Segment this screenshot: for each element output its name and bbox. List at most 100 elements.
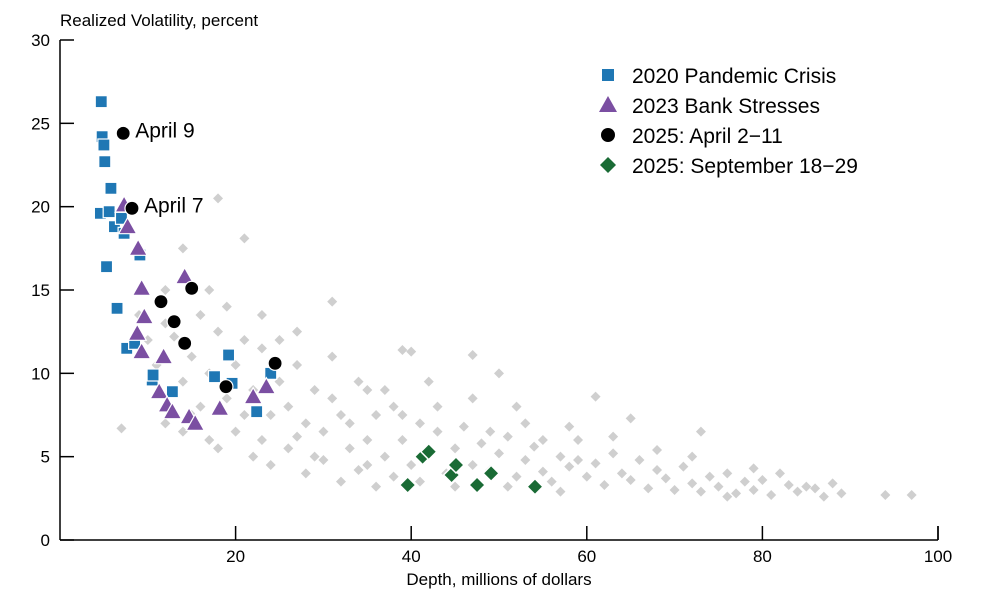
background-point (318, 455, 329, 465)
background-point (722, 491, 733, 502)
y-tick-label: 20 (31, 198, 50, 217)
background-point (599, 480, 610, 490)
series-0-point (250, 405, 264, 419)
background-point (283, 443, 294, 454)
y-tick-label: 25 (31, 114, 50, 133)
background-point (344, 443, 355, 454)
series-1-point (127, 323, 148, 341)
series-1-point (256, 376, 277, 395)
series-0-point (110, 301, 124, 315)
series-0-point (146, 368, 160, 382)
background-point (186, 351, 197, 362)
x-tick-label: 80 (753, 547, 772, 566)
background-point (634, 455, 645, 465)
background-point (388, 471, 399, 482)
background-point (739, 476, 750, 487)
series-2-point (115, 125, 131, 141)
series-1-point (134, 306, 155, 325)
background-point (818, 491, 829, 502)
background-point (414, 418, 425, 429)
background-point (450, 481, 461, 492)
background-point (292, 360, 303, 370)
background-point (520, 418, 531, 429)
background-point (213, 326, 224, 337)
y-tick-label: 30 (31, 31, 50, 50)
background-point (292, 431, 303, 442)
background-point (300, 418, 311, 429)
background-point (608, 431, 619, 442)
background-point (204, 435, 215, 445)
series-0-point (94, 95, 108, 109)
background-point (695, 426, 706, 437)
background-point (432, 401, 443, 412)
background-point (625, 475, 636, 485)
background-point (432, 426, 443, 437)
background-point (467, 350, 478, 360)
background-points (116, 193, 917, 502)
series-2-point (218, 379, 234, 395)
y-tick-label: 10 (31, 364, 50, 383)
background-point (177, 243, 188, 254)
background-point (414, 476, 425, 487)
background-point (256, 343, 267, 354)
background-point (467, 393, 478, 404)
series-1-point (162, 401, 183, 420)
background-point (652, 465, 663, 475)
background-point (318, 426, 329, 437)
x-tick-label: 100 (924, 547, 952, 566)
series-1-point (243, 386, 264, 405)
series-2-point (153, 294, 169, 310)
background-point (256, 435, 267, 445)
background-point (529, 441, 540, 452)
background-point (379, 451, 390, 462)
series-3-point (446, 455, 466, 475)
background-point (748, 485, 759, 495)
series-2-point (124, 200, 140, 216)
background-point (362, 435, 373, 445)
series-3-point (419, 442, 438, 461)
background-point (371, 481, 382, 492)
background-point (353, 465, 364, 475)
background-point (248, 451, 259, 462)
background-point (265, 460, 276, 470)
background-point (221, 301, 232, 312)
background-point (160, 285, 171, 295)
series-0-point (98, 155, 112, 169)
background-point (467, 460, 478, 470)
background-point (643, 483, 654, 494)
legend-marker-0 (602, 69, 614, 81)
background-point (678, 461, 689, 472)
background-point (256, 310, 267, 320)
background-point (625, 413, 636, 424)
series-1-point (131, 341, 152, 360)
background-point (687, 478, 698, 489)
series-0-point (207, 370, 222, 384)
legend-label: 2023 Bank Stresses (632, 95, 820, 118)
series-0-point (99, 260, 114, 274)
background-point (880, 490, 891, 500)
background-point (687, 451, 698, 462)
background-point (792, 486, 803, 497)
background-point (608, 448, 619, 459)
background-point (836, 488, 847, 499)
background-point (239, 410, 250, 420)
background-point (555, 451, 566, 462)
background-point (695, 486, 706, 497)
background-point (502, 481, 513, 492)
background-point (476, 438, 487, 449)
background-point (397, 435, 408, 445)
background-point (669, 485, 680, 495)
background-point (213, 443, 224, 454)
background-point (564, 461, 575, 472)
background-point (652, 445, 663, 455)
background-point (827, 478, 838, 489)
background-point (362, 460, 373, 470)
background-point (537, 435, 548, 445)
y-tick-label: 15 (31, 281, 50, 300)
background-point (160, 418, 171, 429)
axes: 0 5 10 15 20 25 30 20 40 60 80 100 (31, 31, 952, 566)
background-point (300, 468, 311, 479)
background-point (388, 401, 399, 412)
background-point (485, 426, 496, 437)
background-point (309, 385, 320, 395)
